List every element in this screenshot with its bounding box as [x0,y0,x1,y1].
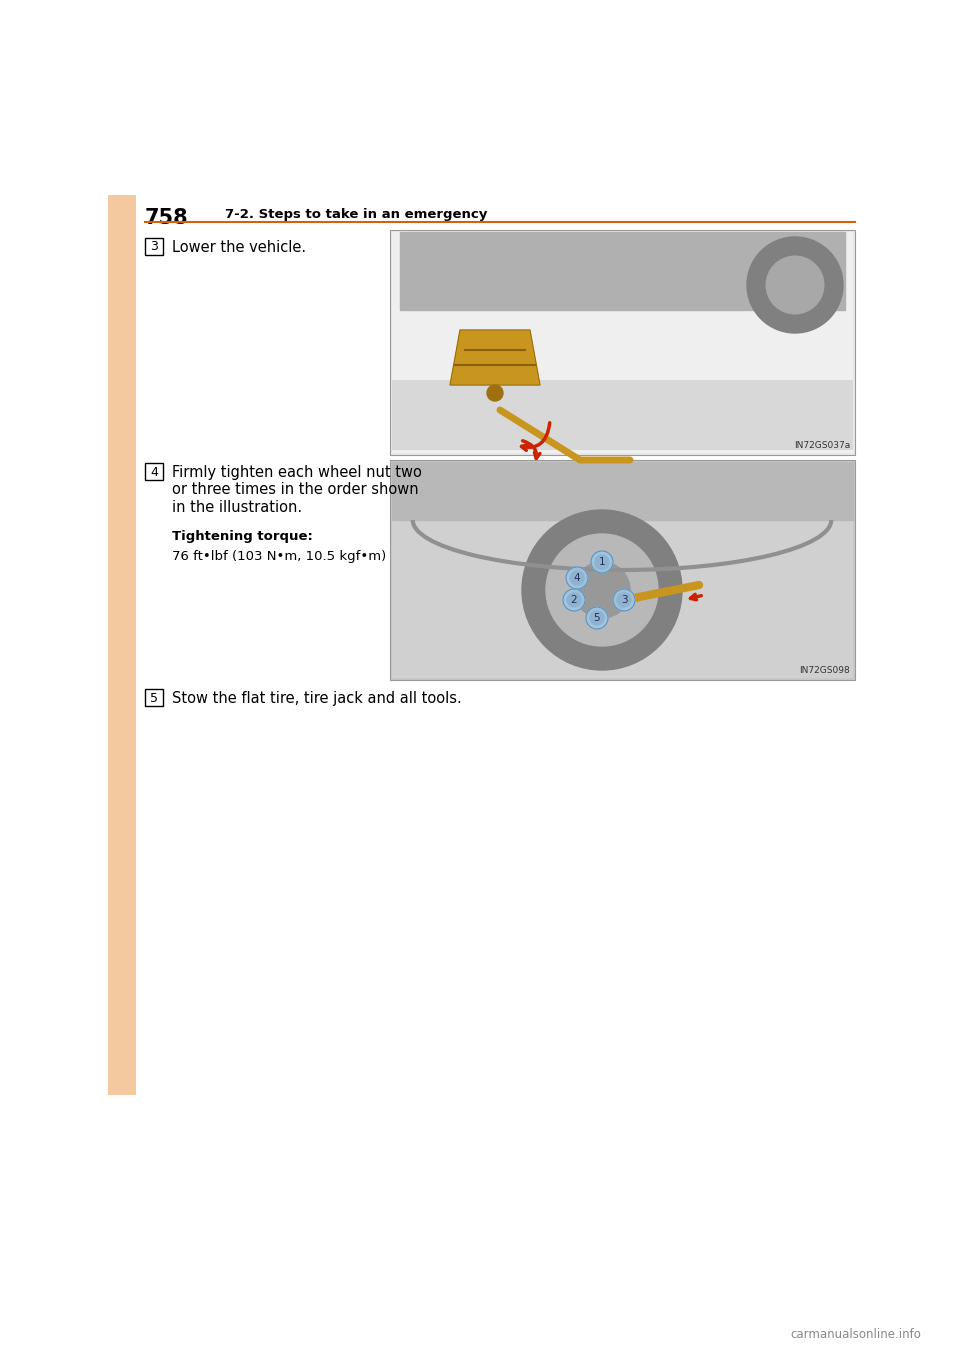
Circle shape [563,589,585,611]
Text: 5: 5 [150,691,158,705]
Circle shape [566,568,588,589]
Circle shape [613,589,635,611]
Text: 2: 2 [570,595,577,606]
Text: Firmly tighten each wheel nut two: Firmly tighten each wheel nut two [172,464,421,479]
Bar [108,196,136,1095]
Circle shape [522,511,682,669]
Bar [145,238,163,255]
Circle shape [590,611,604,625]
Bar [145,689,163,706]
Circle shape [567,593,581,607]
Text: 1: 1 [599,557,606,568]
Text: Tightening torque:: Tightening torque: [172,531,313,543]
Bar [390,460,855,680]
Text: IN72GS098: IN72GS098 [800,665,850,675]
Circle shape [487,386,503,401]
Text: 7-2. Steps to take in an emergency: 7-2. Steps to take in an emergency [225,208,488,221]
Text: or three times in the order shown: or three times in the order shown [172,482,419,497]
Text: 3: 3 [621,595,627,606]
Circle shape [574,562,630,618]
Text: in the illustration.: in the illustration. [172,501,302,516]
Text: Lower the vehicle.: Lower the vehicle. [172,239,306,254]
Text: Stow the flat tire, tire jack and all tools.: Stow the flat tire, tire jack and all to… [172,690,462,706]
Polygon shape [400,232,845,310]
Bar [392,232,853,454]
Text: 4: 4 [150,466,158,478]
Text: 76 ft•lbf (103 N•m, 10.5 kgf•m): 76 ft•lbf (103 N•m, 10.5 kgf•m) [172,550,386,564]
Polygon shape [392,462,853,520]
Circle shape [546,534,658,646]
Bar [390,230,855,455]
Text: 3: 3 [150,240,158,254]
Text: 758: 758 [145,208,188,228]
Text: IN72GS037a: IN72GS037a [794,441,850,449]
Text: 5: 5 [593,612,600,623]
Bar [145,463,163,479]
Circle shape [766,257,824,314]
Circle shape [591,551,613,573]
Bar [392,462,853,678]
Bar [392,380,853,449]
Circle shape [595,555,609,569]
Circle shape [747,238,843,333]
Circle shape [570,570,584,585]
Circle shape [617,593,631,607]
Polygon shape [450,330,540,386]
Text: 4: 4 [574,573,580,583]
Circle shape [586,607,608,629]
Text: carmanualsonline.info: carmanualsonline.info [790,1328,921,1342]
